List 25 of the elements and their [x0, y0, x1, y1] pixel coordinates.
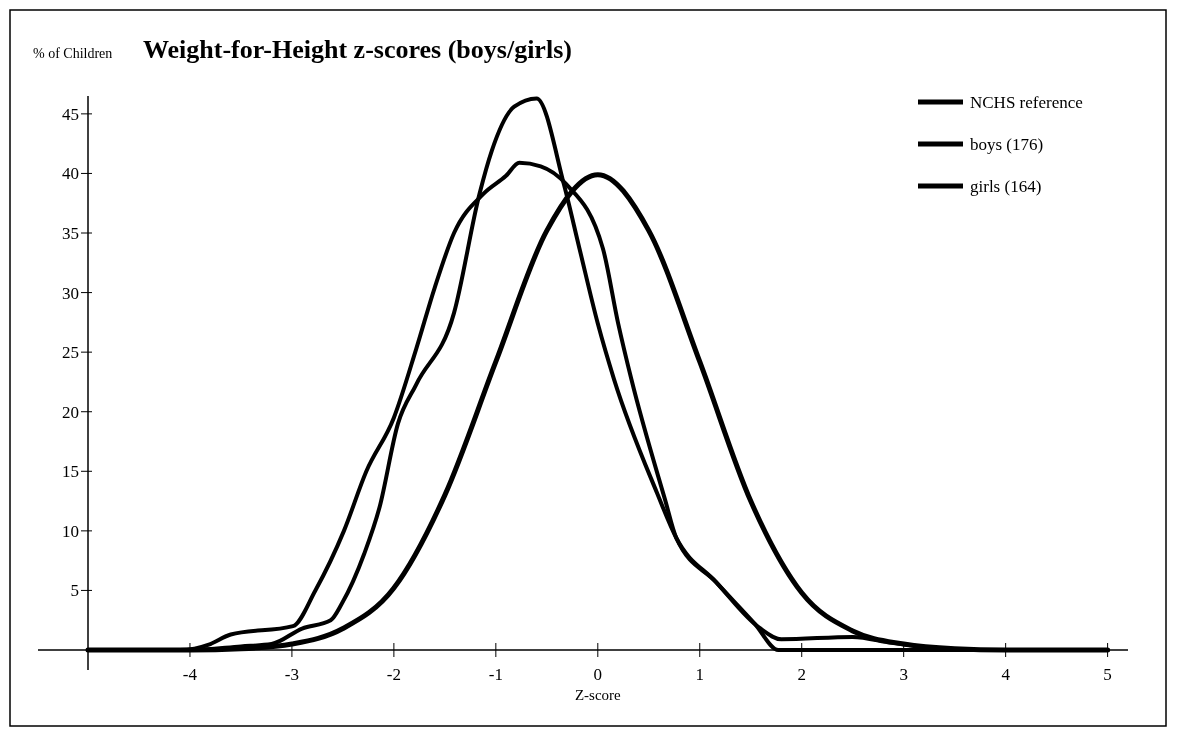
y-tick-label: 25: [62, 343, 79, 363]
legend-label: boys (176): [970, 134, 1044, 154]
x-tick-label: -4: [182, 665, 198, 684]
x-tick-label: -3: [284, 665, 300, 684]
y-axis-title: % of Children: [33, 46, 113, 61]
x-tick-label: 0: [593, 665, 603, 684]
y-tick-label: 40: [62, 164, 79, 184]
x-tick-label: 3: [899, 665, 908, 684]
x-tick-label: 1: [695, 665, 705, 684]
y-tick-label: 45: [62, 104, 79, 124]
x-tick-label: 2: [797, 665, 806, 684]
x-tick-label: 5: [1103, 665, 1112, 684]
x-tick-label: -2: [386, 665, 401, 684]
y-tick-label: 30: [62, 283, 79, 303]
y-tick-label: 15: [62, 462, 79, 482]
x-tick-label: 4: [1001, 665, 1011, 684]
chart-title: Weight-for-Height z-scores (boys/girls): [143, 35, 572, 64]
y-tick-label: 10: [62, 521, 79, 541]
x-axis-title: Z-score: [574, 687, 622, 703]
y-tick-label: 35: [62, 223, 79, 243]
legend-label: NCHS reference: [970, 92, 1083, 112]
x-tick-label: -1: [488, 665, 503, 684]
y-tick-label: 5: [70, 581, 79, 601]
legend-label: girls (164): [970, 176, 1042, 196]
y-tick-label: 20: [62, 402, 79, 422]
